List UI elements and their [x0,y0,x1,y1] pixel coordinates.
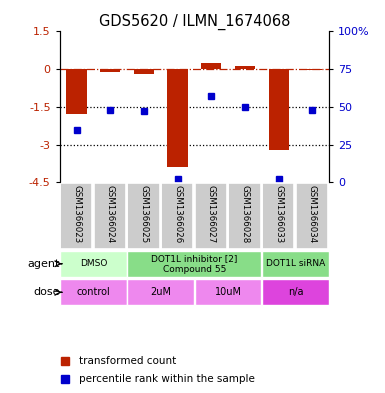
Text: GSM1366028: GSM1366028 [241,185,249,244]
Text: DOT1L inhibitor [2]
Compound 55: DOT1L inhibitor [2] Compound 55 [151,254,238,274]
Text: 2uM: 2uM [150,287,171,297]
Bar [161,183,193,249]
Bar [195,183,227,249]
Text: n/a: n/a [288,287,303,297]
Bar [262,183,295,249]
Bar [269,69,289,150]
Text: GSM1366023: GSM1366023 [72,185,81,244]
Text: percentile rank within the sample: percentile rank within the sample [79,374,254,384]
Bar [60,183,92,249]
Bar [127,183,160,249]
Text: control: control [77,287,110,297]
Text: agent: agent [27,259,60,269]
Bar [235,66,255,69]
Text: GSM1366027: GSM1366027 [207,185,216,244]
Bar [127,251,261,277]
Bar [302,69,323,70]
Bar [195,279,261,305]
Bar [201,63,221,69]
Text: DMSO: DMSO [80,259,107,268]
Text: GSM1366026: GSM1366026 [173,185,182,244]
Bar [296,183,328,249]
Bar [134,69,154,74]
Bar [228,183,261,249]
Text: 10uM: 10uM [214,287,242,297]
Bar [167,69,188,167]
Bar [262,279,329,305]
Text: transformed count: transformed count [79,356,176,366]
Bar [262,251,329,277]
Title: GDS5620 / ILMN_1674068: GDS5620 / ILMN_1674068 [99,14,290,30]
Bar [60,279,127,305]
Text: GSM1366033: GSM1366033 [274,185,283,244]
Text: GSM1366025: GSM1366025 [139,185,148,244]
Text: DOT1L siRNA: DOT1L siRNA [266,259,325,268]
Text: GSM1366024: GSM1366024 [106,185,115,244]
Bar [60,251,127,277]
Text: dose: dose [33,287,60,297]
Bar [100,69,120,72]
Bar [66,69,87,114]
Bar [127,279,194,305]
Text: GSM1366034: GSM1366034 [308,185,317,244]
Bar [94,183,126,249]
